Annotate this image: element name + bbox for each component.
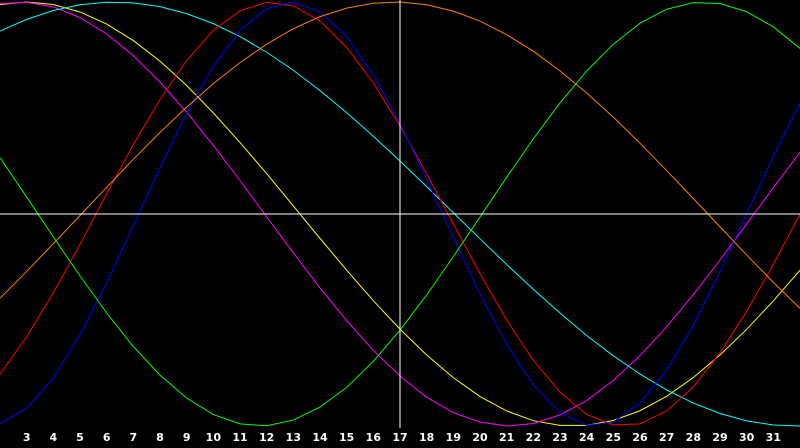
x-tick-label: 21 (499, 431, 514, 444)
x-tick-label: 27 (659, 431, 674, 444)
x-tick-label: 26 (632, 431, 648, 444)
x-tick-label: 9 (183, 431, 191, 444)
x-tick-label: 29 (712, 431, 727, 444)
x-tick-label: 20 (472, 431, 488, 444)
x-tick-label: 15 (339, 431, 354, 444)
x-tick-label: 25 (606, 431, 621, 444)
x-tick-label: 17 (392, 431, 407, 444)
x-tick-label: 18 (419, 431, 434, 444)
x-tick-label: 30 (739, 431, 755, 444)
x-tick-label: 10 (206, 431, 222, 444)
x-tick-label: 4 (50, 431, 58, 444)
x-tick-label: 5 (76, 431, 84, 444)
x-tick-label: 28 (686, 431, 701, 444)
x-tick-label: 6 (103, 431, 111, 444)
x-tick-label: 24 (579, 431, 595, 444)
x-tick-label: 12 (259, 431, 274, 444)
x-tick-label: 8 (156, 431, 164, 444)
x-tick-label: 31 (766, 431, 781, 444)
x-tick-label: 7 (130, 431, 138, 444)
x-tick-label: 3 (23, 431, 31, 444)
x-tick-label: 14 (312, 431, 328, 444)
x-tick-label: 11 (232, 431, 247, 444)
x-tick-label: 22 (526, 431, 541, 444)
x-tick-label: 19 (446, 431, 461, 444)
x-tick-label: 13 (286, 431, 301, 444)
x-tick-label: 16 (366, 431, 382, 444)
x-tick-label: 23 (552, 431, 567, 444)
